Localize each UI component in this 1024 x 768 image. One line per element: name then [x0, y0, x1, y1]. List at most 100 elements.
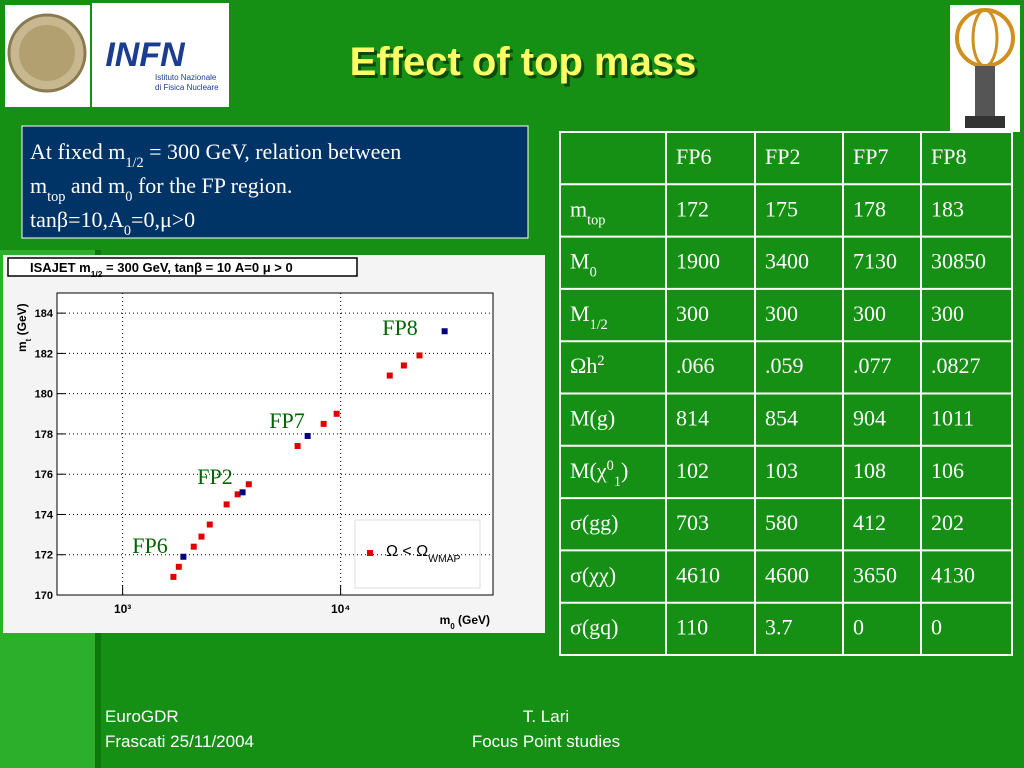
row-label: M(χ01)	[570, 458, 628, 490]
text-run: 1/2	[590, 317, 608, 333]
table-cell: .0827	[931, 353, 981, 378]
slide-title: Effect of top mass	[350, 40, 697, 84]
text-run: At fixed m	[30, 139, 125, 164]
y-tick-label: 180	[35, 389, 53, 401]
point	[180, 553, 187, 560]
logo-box	[92, 3, 229, 107]
medallion-inner	[19, 25, 75, 81]
footer-text: EuroGDR	[105, 707, 179, 726]
x-tick-label: 10³	[114, 602, 131, 616]
table-cell: 3400	[765, 249, 809, 274]
point	[170, 573, 177, 580]
text-run: M	[570, 249, 590, 274]
text-run: 2	[597, 353, 604, 369]
y-axis-label: mt (GeV)	[15, 303, 33, 352]
text-run: )	[621, 458, 628, 483]
table-cell: 0	[853, 615, 864, 640]
table-cell: 300	[853, 301, 886, 326]
text-run: m	[15, 341, 29, 352]
table-cell: 30850	[931, 249, 986, 274]
row-label: M(g)	[570, 406, 615, 431]
table-cell: 300	[765, 301, 798, 326]
logo-subtext: di Fisica Nucleare	[155, 83, 219, 92]
table-cell: 854	[765, 406, 798, 431]
table-cell: .077	[853, 353, 892, 378]
point	[416, 352, 423, 359]
text-run: m	[440, 613, 451, 627]
table-header: FP7	[853, 144, 888, 169]
table-cell: 0	[931, 615, 942, 640]
text-run: ISAJET m	[30, 260, 91, 275]
table-cell: 703	[676, 510, 709, 535]
table-cell: 4610	[676, 562, 720, 587]
point	[386, 372, 393, 379]
figure	[975, 66, 995, 116]
row-label: σ(χχ)	[570, 562, 616, 587]
table-cell: 3.7	[765, 615, 793, 640]
point	[175, 563, 182, 570]
row-label: σ(gg)	[570, 510, 619, 535]
y-tick-label: 170	[35, 590, 53, 602]
text-run: for the FP region.	[132, 173, 292, 198]
table-cell: 1011	[931, 406, 974, 431]
text-run: = 300 GeV, tanβ = 10 A=0 μ > 0	[102, 260, 292, 275]
text-run: σ(χχ)	[570, 562, 616, 587]
text-run: and m	[65, 173, 125, 198]
text-run: =0,μ>0	[131, 207, 195, 232]
table-cell: 175	[765, 196, 798, 221]
pedestal	[965, 116, 1005, 128]
point	[223, 501, 230, 508]
point	[234, 491, 241, 498]
table-cell: 580	[765, 510, 798, 535]
logo-text: INFN	[105, 36, 186, 74]
text-run: 0	[125, 189, 132, 205]
annotation: FP7	[269, 408, 304, 433]
text-run: σ(gq)	[570, 615, 619, 640]
table-cell: 814	[676, 406, 709, 431]
table-cell: .059	[765, 353, 804, 378]
text-run: (GeV)	[455, 613, 490, 627]
point	[294, 443, 301, 450]
table-cell: 178	[853, 196, 886, 221]
legend-box	[354, 519, 481, 589]
footer-text: T. Lari	[523, 707, 569, 726]
row-label: mtop	[570, 196, 605, 228]
point	[400, 362, 407, 369]
chart-title: ISAJET m1/2 = 300 GeV, tanβ = 10 A=0 μ >…	[30, 260, 293, 279]
text-run: M(g)	[570, 406, 615, 431]
text-run: 0	[450, 622, 455, 631]
table-cell: .066	[676, 353, 715, 378]
footer-text: Frascati 25/11/2004	[105, 732, 254, 751]
row-label: σ(gq)	[570, 615, 619, 640]
table-cell: 300	[931, 301, 964, 326]
title-shadow: Effect of top mass	[353, 43, 700, 87]
logo-subtext: Istituto Nazionale	[155, 73, 217, 82]
text-box	[21, 125, 529, 239]
text-run: = 300 GeV, relation between	[144, 139, 402, 164]
point	[198, 533, 205, 540]
text-run: M	[570, 301, 590, 326]
table-cell: 904	[853, 406, 886, 431]
text-run: WMAP	[428, 554, 460, 565]
point	[320, 420, 327, 427]
text-run: 0	[607, 458, 614, 474]
row-label: Ωh2	[570, 353, 605, 378]
table-cell: 3650	[853, 562, 897, 587]
y-tick-label: 184	[35, 308, 54, 320]
text-run: 1/2	[91, 269, 103, 279]
text-run: Ω < Ω	[386, 543, 428, 560]
table-cell: 300	[676, 301, 709, 326]
annotation: FP2	[197, 464, 232, 489]
y-tick-label: 176	[35, 469, 53, 481]
table-cell: 103	[765, 458, 798, 483]
text-line: mtop and m0 for the FP region.	[30, 173, 292, 205]
table-cell: 106	[931, 458, 964, 483]
table-cell: 183	[931, 196, 964, 221]
table-header: FP8	[931, 144, 966, 169]
text-run: (GeV)	[15, 303, 29, 338]
legend-marker	[367, 550, 373, 556]
point	[239, 489, 246, 496]
text-run: M(χ	[570, 458, 607, 483]
table-cell: 202	[931, 510, 964, 535]
